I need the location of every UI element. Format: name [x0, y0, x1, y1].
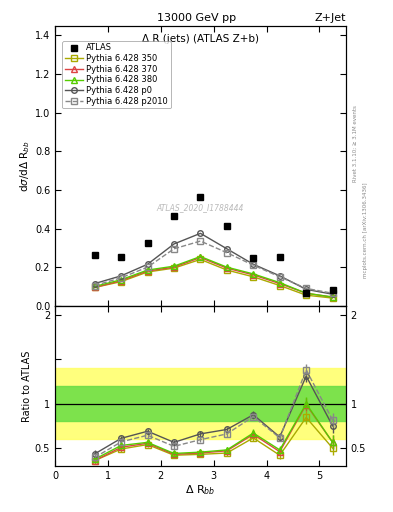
ATLAS [224, 223, 229, 229]
Legend: ATLAS, Pythia 6.428 350, Pythia 6.428 370, Pythia 6.428 380, Pythia 6.428 p0, Py: ATLAS, Pythia 6.428 350, Pythia 6.428 37… [62, 41, 171, 109]
Y-axis label: d$\sigma$/d$\Delta$ R$_{bb}$: d$\sigma$/d$\Delta$ R$_{bb}$ [18, 140, 32, 191]
ATLAS [330, 287, 335, 293]
Text: ATLAS_2020_I1788444: ATLAS_2020_I1788444 [157, 203, 244, 212]
Text: mcplots.cern.ch [arXiv:1306.3436]: mcplots.cern.ch [arXiv:1306.3436] [363, 183, 368, 278]
Text: Δ R (jets) (ATLAS Z+b): Δ R (jets) (ATLAS Z+b) [142, 34, 259, 44]
Text: Z+Jet: Z+Jet [314, 13, 346, 23]
Y-axis label: Ratio to ATLAS: Ratio to ATLAS [22, 350, 32, 421]
Bar [55, 386, 346, 421]
ATLAS [145, 240, 150, 246]
Text: Rivet 3.1.10; ≥ 3.1M events: Rivet 3.1.10; ≥ 3.1M events [353, 105, 358, 182]
ATLAS [251, 255, 256, 262]
ATLAS [92, 251, 97, 258]
X-axis label: $\Delta$ R$_{bb}$: $\Delta$ R$_{bb}$ [185, 483, 216, 497]
ATLAS [198, 194, 203, 200]
Bar [55, 368, 346, 439]
ATLAS [172, 213, 176, 219]
ATLAS [304, 290, 309, 296]
ATLAS [119, 253, 123, 260]
Text: 13000 GeV pp: 13000 GeV pp [157, 13, 236, 23]
Line: ATLAS: ATLAS [92, 194, 336, 296]
ATLAS [277, 254, 282, 261]
